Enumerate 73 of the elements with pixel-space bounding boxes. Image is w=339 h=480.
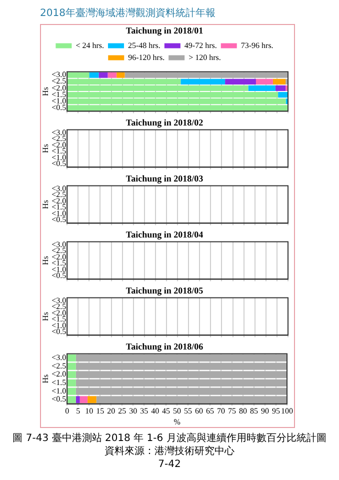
x-tick-label: 75 [228,406,236,416]
y-axis-title: Hs [40,144,50,153]
bar [180,78,226,84]
x-tick-label: 10 [85,406,94,416]
y-axis-title: Hs [40,87,50,96]
x-tick-label: 65 [206,406,214,416]
bar [248,85,276,92]
y-tick-label: <3.0 [52,353,66,362]
x-tick-label: 35 [140,406,148,416]
bar [80,396,88,404]
x-tick-label: 0 [65,406,70,416]
x-tick-label: 15 [96,406,104,416]
y-axis-title: Hs [40,374,50,384]
bar [98,72,108,78]
source-note: 資料來源：港灣技術研究中心 [104,445,236,458]
caption: 圖 7-43 臺中港測站 2018 年 1-6 月波高與連續作用時數百分比統計圖 [12,432,328,445]
bar [275,85,286,92]
y-tick-label: <2.5 [52,76,66,86]
y-tick-label: <0.5 [52,159,66,168]
x-tick-label: 45 [162,406,170,416]
y-tick-label: <1.0 [52,386,66,396]
legend-label: 73-96 hrs. [240,40,274,50]
x-tick-label: 50 [173,406,182,416]
x-tick-label: 30 [129,406,138,416]
bar [116,72,125,78]
x-tick-label: 70 [217,406,226,416]
x-axis-title: % [174,417,181,426]
y-tick-label: <3.0 [52,70,66,80]
x-tick-label: 90 [261,406,270,416]
x-tick-label: 80 [239,406,248,416]
chart-title: Taichung in 2018/05 [126,286,204,296]
bar [256,78,273,84]
y-tick-label: <0.5 [52,103,66,112]
bar [272,78,286,84]
y-tick-label: <0.5 [52,215,66,224]
x-tick-label: 60 [195,406,204,416]
legend-label: 49-72 hrs. [184,40,217,50]
bar [88,396,96,404]
chart-title: Taichung in 2018/04 [126,230,204,240]
y-axis-title: Hs [40,200,50,209]
x-tick-label: 20 [107,406,116,416]
chart-title: Taichung in 2018/06 [126,342,204,352]
chart-title: Taichung in 2018/01 [126,26,204,36]
bar [76,396,80,404]
y-tick-label: <2.0 [52,83,66,92]
bar [225,78,256,84]
chart-title: Taichung in 2018/03 [126,174,204,184]
y-tick-label: <2.5 [52,361,66,370]
x-tick-label: 40 [151,406,160,416]
bar [89,72,99,78]
legend-label: < 24 hrs. [76,40,104,50]
text: 2018年臺灣海域港灣觀測資料統計年報 [40,6,216,20]
legend-label: > 120 hrs. [188,52,221,62]
x-tick-label: 55 [184,406,192,416]
y-axis-title: Hs [40,256,50,265]
text: 7-42 [157,458,182,471]
y-tick-label: <1.5 [52,90,66,99]
y-tick-label: <0.5 [52,271,66,280]
y-tick-label: <1.0 [52,96,66,106]
x-tick-label: 95 [272,406,280,416]
x-tick-label: 85 [250,406,258,416]
bar [108,72,117,78]
legend-label: 96-120 hrs. [128,52,165,62]
y-tick-label: <0.5 [52,327,66,336]
x-tick-label: 25 [118,406,126,416]
y-tick-label: <0.5 [52,394,66,404]
y-axis-title: Hs [40,312,50,321]
legend-label: 25-48 hrs. [128,40,160,50]
y-tick-label: <1.5 [52,378,66,388]
x-tick-label: 5 [76,406,80,416]
chart-title: Taichung in 2018/02 [126,118,204,128]
y-tick-label: <2.0 [52,370,66,379]
x-tick-label: 100 [281,406,293,416]
